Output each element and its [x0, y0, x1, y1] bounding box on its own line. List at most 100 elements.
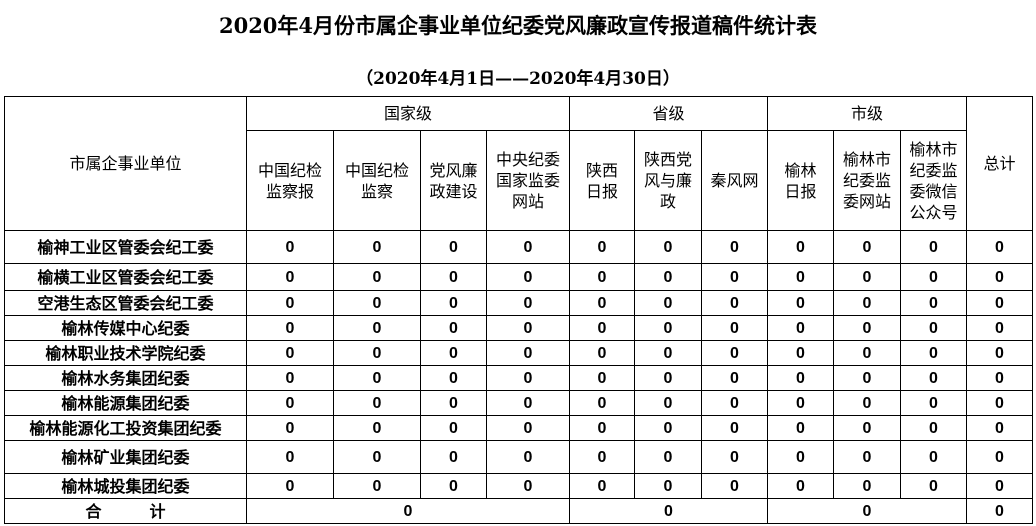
unit-name: 榆林能源集团纪委 — [4, 390, 247, 416]
value-cell: 0 — [420, 473, 487, 499]
value-cell: 0 — [701, 315, 768, 341]
value-cell: 0 — [833, 473, 901, 499]
value-cell: 0 — [420, 230, 487, 264]
value-cell: 0 — [333, 315, 421, 341]
value-cell: 0 — [634, 315, 702, 341]
column-header-line: 榆林 — [784, 160, 817, 180]
page-title: 2020年4月份市属企事业单位纪委党风廉政宣传报道稿件统计表 — [218, 13, 818, 38]
value-cell: 0 — [333, 415, 421, 441]
value-cell: 0 — [833, 290, 901, 316]
table-row: 榆林矿业集团纪委 0 0 0 0 0 0 0 0 0 0 0 — [4, 440, 1033, 474]
column-header-line: 榆林市 — [842, 150, 891, 169]
column-header-line: 网站 — [511, 192, 544, 211]
value-cell: 0 — [246, 230, 334, 264]
column-header-line: 中国纪检 — [257, 160, 322, 180]
value-cell: 0 — [701, 263, 768, 291]
table-row: 榆横工业区管委会纪工委 0 0 0 0 0 0 0 0 0 0 0 — [4, 263, 1033, 291]
value-cell: 0 — [900, 440, 967, 474]
value-cell: 0 — [701, 365, 768, 391]
table-row: 榆林水务集团纪委 0 0 0 0 0 0 0 0 0 0 0 — [4, 365, 1033, 391]
column-header-line: 日报 — [585, 181, 618, 201]
value-cell: 0 — [634, 390, 702, 416]
unit-name: 空港生态区管委会纪工委 — [4, 290, 247, 316]
statistics-table: 市属企事业单位 国家级 省级 市级 总计 中国纪检 监察报 中国纪检 监察 党风廉 政建设… — [4, 96, 1033, 524]
value-cell: 0 — [767, 340, 834, 366]
value-cell: 0 — [634, 440, 702, 474]
column-header-line: 风与廉 — [643, 171, 692, 190]
group-header-row: 市属企事业单位 国家级 省级 市级 总计 — [4, 96, 1033, 231]
value-cell: 0 — [767, 230, 834, 264]
column-header-line: 纪委监 — [842, 171, 891, 190]
value-cell: 0 — [246, 290, 334, 316]
column-header: 陕西党 风与廉政 — [634, 130, 702, 231]
column-header-line: 政建设 — [429, 181, 478, 201]
group-national: 国家级 — [246, 96, 570, 131]
column-header-line: 监察 — [360, 181, 393, 201]
value-cell: 0 — [966, 263, 1033, 291]
value-cell: 0 — [486, 390, 570, 416]
value-cell: 0 — [833, 340, 901, 366]
column-header: 中国纪检 监察 — [333, 130, 421, 231]
total-city: 0 — [767, 498, 967, 524]
value-cell: 0 — [900, 263, 967, 291]
value-cell: 0 — [333, 263, 421, 291]
table-row: 榆林城投集团纪委 0 0 0 0 0 0 0 0 0 0 0 — [4, 473, 1033, 499]
value-cell: 0 — [634, 365, 702, 391]
column-header-line: 日报 — [784, 181, 817, 201]
value-cell: 0 — [767, 440, 834, 474]
value-cell: 0 — [966, 340, 1033, 366]
value-cell: 0 — [246, 390, 334, 416]
value-cell: 0 — [900, 473, 967, 499]
column-header-line: 党风廉 — [429, 160, 478, 180]
value-cell: 0 — [246, 415, 334, 441]
date-range: （2020年4月1日——2020年4月30日） — [356, 69, 680, 89]
value-cell: 0 — [634, 230, 702, 264]
value-cell: 0 — [767, 315, 834, 341]
value-cell: 0 — [634, 415, 702, 441]
value-cell: 0 — [701, 473, 768, 499]
column-header-line: 公众号 — [909, 202, 958, 222]
total-provincial: 0 — [569, 498, 768, 524]
unit-name: 榆横工业区管委会纪工委 — [4, 263, 247, 291]
value-cell: 0 — [420, 290, 487, 316]
value-cell: 0 — [246, 340, 334, 366]
value-cell: 0 — [486, 415, 570, 441]
column-header-line: 中国纪检 — [344, 160, 409, 180]
value-cell: 0 — [569, 315, 635, 341]
value-cell: 0 — [966, 440, 1033, 474]
value-cell: 0 — [767, 290, 834, 316]
value-cell: 0 — [701, 415, 768, 441]
value-cell: 0 — [966, 390, 1033, 416]
value-cell: 0 — [634, 290, 702, 316]
value-cell: 0 — [569, 390, 635, 416]
value-cell: 0 — [701, 230, 768, 264]
value-cell: 0 — [900, 340, 967, 366]
value-cell: 0 — [569, 263, 635, 291]
value-cell: 0 — [833, 390, 901, 416]
value-cell: 0 — [486, 340, 570, 366]
column-header: 中国纪检 监察报 — [246, 130, 334, 231]
column-header-line: 陕西 — [585, 160, 618, 180]
value-cell: 0 — [569, 415, 635, 441]
value-cell: 0 — [486, 290, 570, 316]
value-cell: 0 — [246, 473, 334, 499]
value-cell: 0 — [333, 390, 421, 416]
column-header: 榆林 日报 — [767, 130, 834, 231]
value-cell: 0 — [701, 340, 768, 366]
table-row: 榆林能源集团纪委 0 0 0 0 0 0 0 0 0 0 0 — [4, 390, 1033, 416]
unit-name: 榆林职业技术学院纪委 — [4, 340, 247, 366]
value-cell: 0 — [333, 365, 421, 391]
unit-name: 榆林传媒中心纪委 — [4, 315, 247, 341]
value-cell: 0 — [420, 315, 487, 341]
value-cell: 0 — [333, 340, 421, 366]
value-cell: 0 — [900, 290, 967, 316]
column-header-line: 秦风网 — [710, 171, 759, 190]
value-cell: 0 — [569, 365, 635, 391]
value-cell: 0 — [833, 230, 901, 264]
value-cell: 0 — [900, 390, 967, 416]
value-cell: 0 — [833, 440, 901, 474]
column-header-line: 中央纪委 — [495, 150, 560, 169]
column-header: 中央纪委 国家监委 网站 — [486, 130, 570, 231]
value-cell: 0 — [333, 290, 421, 316]
value-cell: 0 — [701, 440, 768, 474]
